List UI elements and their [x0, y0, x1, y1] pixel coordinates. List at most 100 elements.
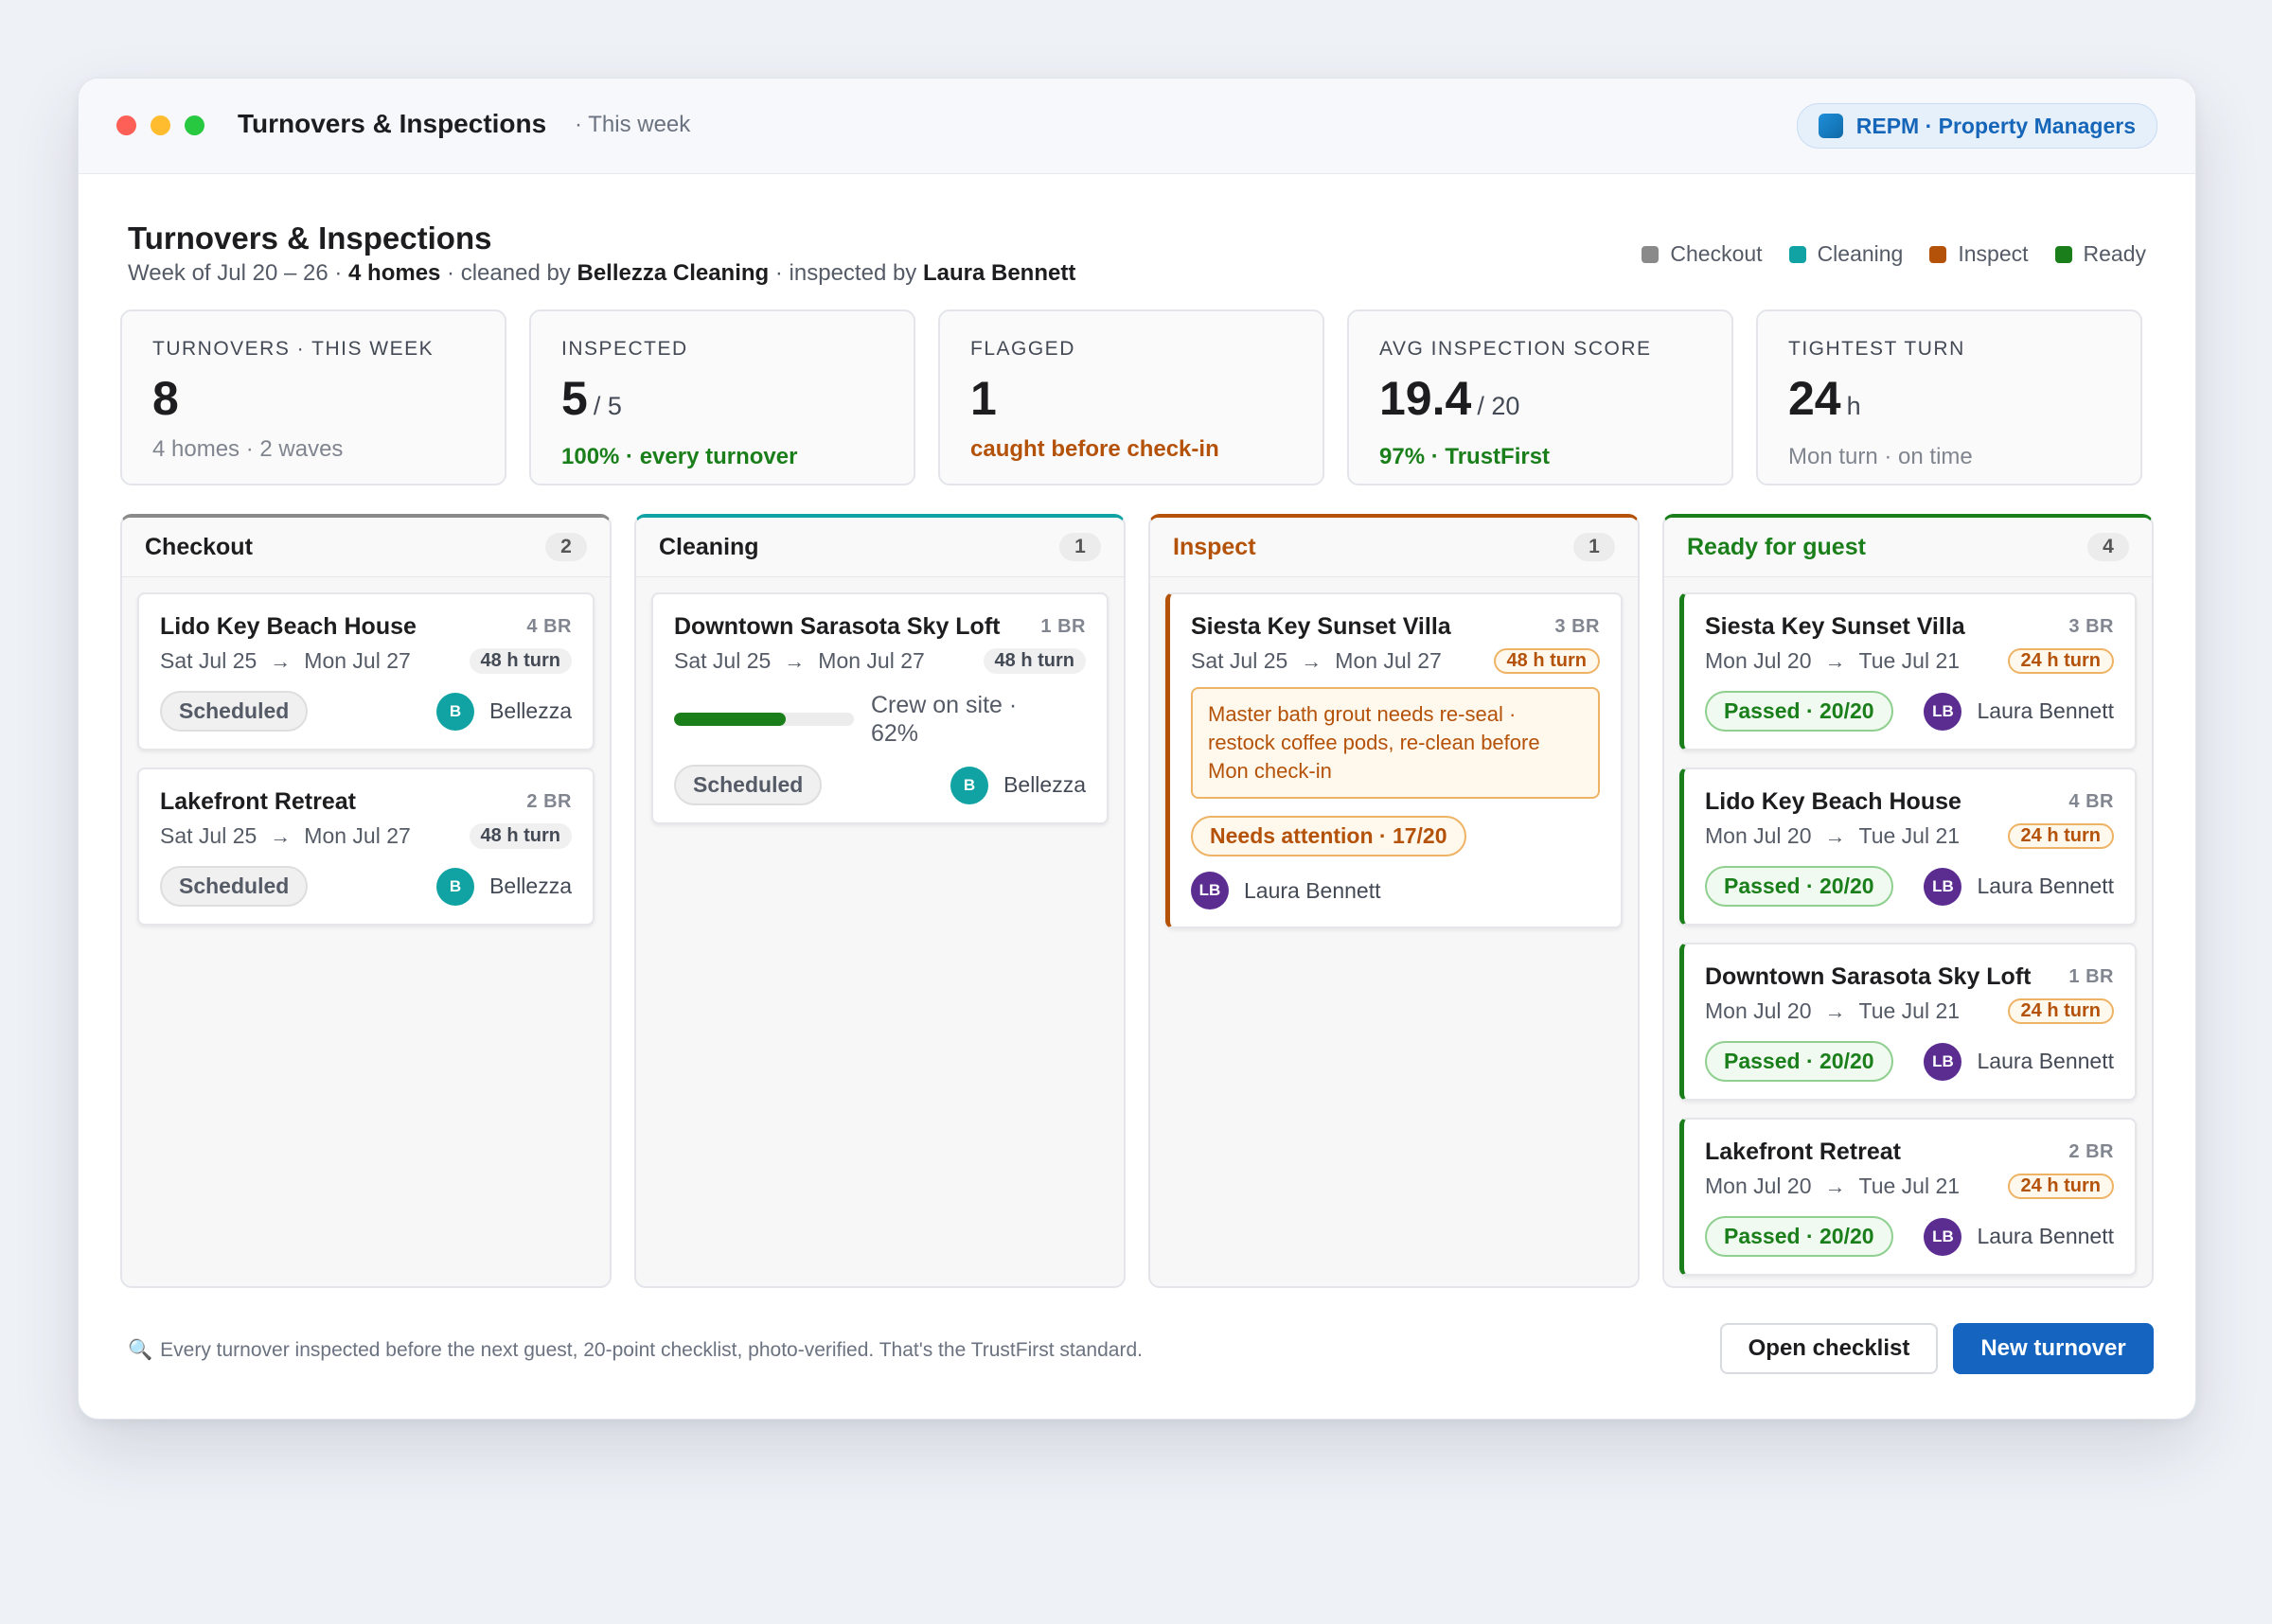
stat-value: 5/ 5 [561, 374, 883, 431]
card-list: Downtown Sarasota Sky Loft 1 BR Sat Jul 25… [636, 577, 1124, 824]
turnover-card[interactable]: Lido Key Beach House 4 BR Sat Jul 25 → Mon J… [137, 592, 595, 750]
status-badge: Scheduled [160, 691, 309, 732]
avatar: LB [1191, 872, 1229, 909]
card-footer: Scheduled B Bellezza [674, 765, 1086, 805]
stat-value: 8 [152, 374, 474, 423]
new-turnover-button[interactable]: New turnover [1953, 1323, 2154, 1374]
turn-window-badge: 24 h turn [2007, 823, 2114, 849]
status-badge: Scheduled [674, 765, 823, 805]
checkin-date: Mon Jul 27 [1335, 648, 1442, 673]
card-footer: Passed · 20/20 LB Laura Bennett [1705, 1041, 2114, 1082]
checkin-date: Mon Jul 27 [304, 823, 411, 848]
turnover-card[interactable]: Lakefront Retreat 2 BR Sat Jul 25 → Mon Jul … [137, 768, 595, 926]
avatar: B [436, 867, 475, 906]
stat-denominator: / 20 [1477, 392, 1520, 420]
checkin-date: Tue Jul 21 [1858, 1174, 1961, 1198]
turnover-card[interactable]: Downtown Sarasota Sky Loft 1 BR Mon Jul 20… [1679, 943, 2137, 1101]
arrow-right-icon: → [1824, 998, 1846, 1023]
minimize-window-button[interactable] [151, 115, 170, 135]
assignee-name: Laura Bennett [1977, 698, 2114, 723]
checkout-date: Sat Jul 25 [160, 648, 257, 673]
arrow-right-icon: → [270, 648, 292, 673]
org-switcher[interactable]: REPM · Property Managers [1796, 103, 2157, 149]
checkout-date: Sat Jul 25 [160, 823, 257, 848]
stat-number: 8 [152, 372, 179, 425]
assignee-name: Laura Bennett [1977, 874, 2114, 898]
assignee: LB Laura Bennett [1924, 867, 2114, 906]
date-range: Mon Jul 20 → Tue Jul 21 [1705, 648, 1960, 674]
stat-card: FLAGGED 1 caught before check-in [938, 309, 1324, 485]
turnover-card[interactable]: Lakefront Retreat 2 BR Mon Jul 20 → Tue Jul … [1679, 1118, 2137, 1276]
legend-inspect: Inspect [1929, 241, 2029, 267]
cleaning-progress: Crew on site · 62% [674, 691, 1086, 748]
stats-row: TURNOVERS · THIS WEEK 8 4 homes · 2 waves I… [120, 309, 2142, 485]
close-window-button[interactable] [116, 115, 136, 135]
date-range: Sat Jul 25 → Mon Jul 27 [674, 648, 925, 674]
card-footer: Scheduled B Bellezza [160, 691, 572, 732]
assignee: LB Laura Bennett [1191, 872, 1600, 909]
app-window: Turnovers & Inspections · This week REPM… [78, 78, 2196, 1420]
arrow-right-icon: → [1824, 648, 1846, 673]
card-dates: Sat Jul 25 → Mon Jul 27 48 h turn [1191, 648, 1600, 674]
open-checklist-button[interactable]: Open checklist [1720, 1323, 1938, 1374]
stat-denominator: / 5 [593, 392, 622, 420]
card-dates: Sat Jul 25 → Mon Jul 27 48 h turn [160, 648, 572, 674]
checkin-date: Tue Jul 21 [1858, 823, 1961, 848]
column-title: Cleaning [659, 533, 759, 560]
property-name: Downtown Sarasota Sky Loft [674, 613, 1001, 640]
column-header: Ready for guest 4 [1664, 518, 2152, 577]
stat-number: 5 [561, 372, 588, 425]
assignee-name: Laura Bennett [1977, 1224, 2114, 1248]
status-badge: Needs attention · 17/20 [1191, 816, 1466, 856]
date-range: Mon Jul 20 → Tue Jul 21 [1705, 823, 1960, 849]
progress-bar-fill [674, 713, 786, 726]
stat-unit: h [1846, 392, 1861, 420]
property-name: Lido Key Beach House [1705, 788, 1961, 815]
checkin-date: Mon Jul 27 [818, 648, 925, 673]
checkin-date: Tue Jul 21 [1858, 998, 1961, 1023]
assignee-name: Laura Bennett [1977, 1049, 2114, 1073]
column-count-badge: 4 [2087, 533, 2129, 561]
column-title: Checkout [145, 533, 253, 560]
card-footer: Scheduled B Bellezza [160, 866, 572, 907]
arrow-right-icon: → [784, 648, 806, 673]
turn-window-badge: 24 h turn [2007, 648, 2114, 674]
turnover-card[interactable]: Siesta Key Sunset Villa 3 BR Mon Jul 20 → Tu… [1679, 592, 2137, 750]
assignee-name: Laura Bennett [1244, 877, 1381, 903]
window-subtitle: · This week [575, 112, 691, 137]
card-header: Siesta Key Sunset Villa 3 BR [1191, 613, 1600, 641]
avatar: LB [1924, 1042, 1962, 1081]
kanban-board: Checkout 2 Lido Key Beach House 4 BR Sat Jul… [120, 514, 2154, 1288]
status-badge: Passed · 20/20 [1705, 1041, 1893, 1082]
bedroom-count: 1 BR [1040, 616, 1086, 637]
column-ready: Ready for guest 4 Siesta Key Sunset Villa 3… [1662, 514, 2154, 1288]
status-badge: Passed · 20/20 [1705, 1216, 1893, 1257]
assignee-name: Bellezza [1003, 772, 1086, 797]
arrow-right-icon: → [270, 823, 292, 848]
status-badge: Passed · 20/20 [1705, 691, 1893, 732]
stat-number: 24 [1788, 372, 1841, 425]
zoom-window-button[interactable] [185, 115, 204, 135]
bedroom-count: 3 BR [1554, 616, 1600, 637]
column-count-badge: 2 [545, 533, 587, 561]
card-header: Lido Key Beach House 4 BR [1705, 788, 2114, 816]
stat-value: 24 h [1788, 374, 2110, 431]
column-count-badge: 1 [1059, 533, 1101, 561]
card-dates: Mon Jul 20 → Tue Jul 21 24 h turn [1705, 823, 2114, 849]
assignee-name: Bellezza [489, 698, 572, 723]
stat-label: FLAGGED [970, 338, 1075, 360]
turnover-card[interactable]: Downtown Sarasota Sky Loft 1 BR Sat Jul 25… [651, 592, 1109, 824]
org-logo-icon [1818, 114, 1843, 138]
stat-label: TIGHTEST TURN [1788, 338, 1965, 360]
card-header: Lido Key Beach House 4 BR [160, 613, 572, 641]
avatar: LB [1924, 1217, 1962, 1256]
property-name: Lido Key Beach House [160, 613, 417, 640]
status-badge: Scheduled [160, 866, 309, 907]
turn-window-badge: 48 h turn [1493, 648, 1600, 674]
inspection-flag-note: Master bath grout needs re-seal · restoc… [1191, 687, 1600, 799]
window-title: Turnovers & Inspections [238, 109, 547, 138]
legend-cleaning: Cleaning [1788, 241, 1903, 267]
turnover-card[interactable]: Siesta Key Sunset Villa 3 BR Sat Jul 25 → Mo… [1165, 592, 1623, 928]
turnover-card[interactable]: Lido Key Beach House 4 BR Mon Jul 20 → Tue J… [1679, 768, 2137, 926]
stat-number: 1 [970, 372, 997, 425]
